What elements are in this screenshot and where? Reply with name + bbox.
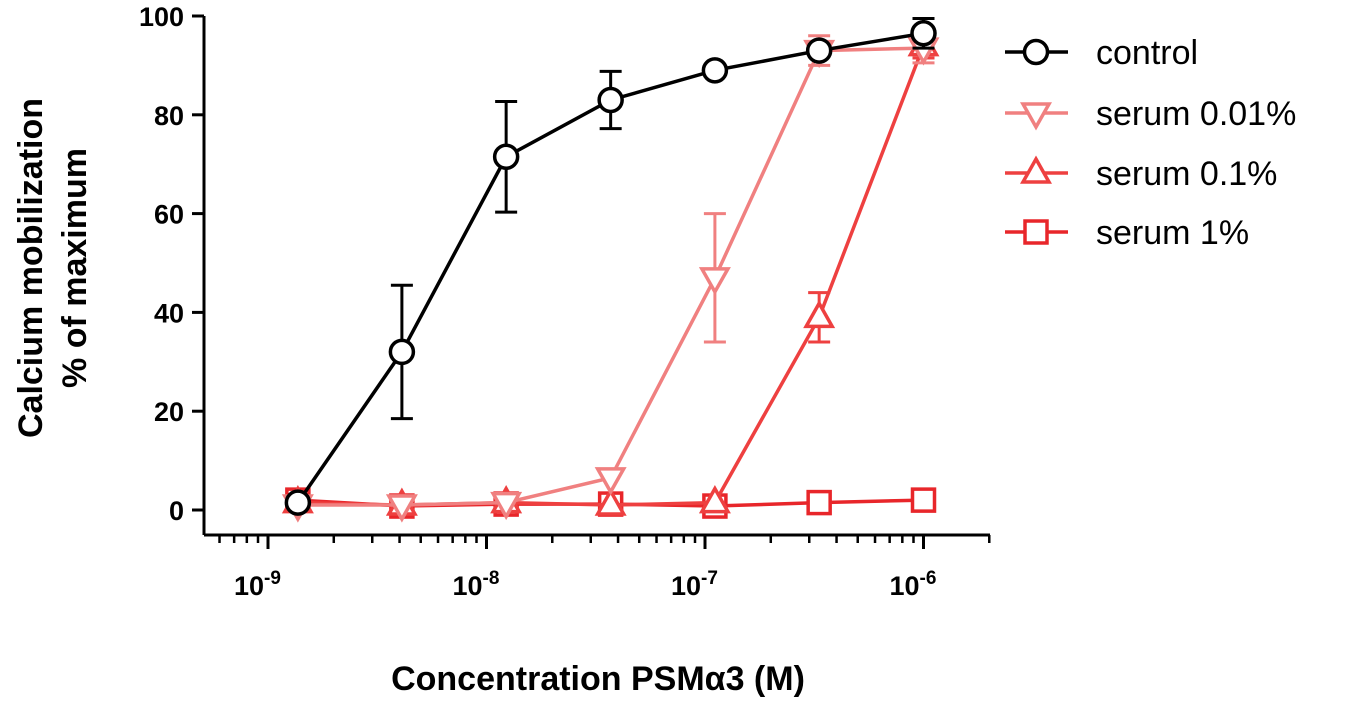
data-point — [701, 57, 729, 84]
y-tick-label: 100 — [139, 2, 184, 32]
data-point — [385, 494, 418, 523]
data-point — [597, 86, 624, 114]
y-tick-label: 40 — [154, 298, 184, 328]
legend-marker — [1022, 38, 1050, 66]
data-point — [492, 143, 520, 171]
x-axis-title: Concentration PSMα3 (M) — [391, 660, 805, 698]
data-point — [698, 485, 731, 514]
data-point — [803, 299, 836, 329]
legend-entry: control — [1005, 34, 1198, 72]
legend-entry: serum 1% — [1005, 214, 1249, 252]
y-tick-label: 60 — [154, 200, 184, 230]
legend-label: serum 0.1% — [1096, 155, 1277, 193]
data-point — [594, 487, 627, 516]
data-point — [806, 489, 832, 516]
series-layer — [281, 16, 940, 523]
legend-label: serum 1% — [1096, 214, 1249, 252]
x-tick-label: 10-6 — [890, 568, 937, 601]
series-control — [284, 16, 937, 516]
y-tick-label: 0 — [169, 496, 184, 526]
y-axis-title-line-1: Calcium mobilization — [12, 98, 50, 438]
legend-marker — [1020, 155, 1052, 184]
legend-marker — [1023, 219, 1049, 245]
legend-entry: serum 0.1% — [1005, 155, 1277, 193]
y-axis-title-line-2: % of maximum — [56, 148, 94, 388]
data-point — [910, 487, 937, 513]
legend: control serum 0.01% serum 0.1% serum 1% — [1005, 34, 1296, 252]
legend-entry: serum 0.01% — [1005, 95, 1296, 133]
axes: 0 20 40 60 80 100 10-9 10-8 10-7 10-6 — [139, 2, 991, 601]
y-tick-label: 80 — [154, 101, 184, 131]
legend-label: control — [1096, 34, 1198, 72]
data-point — [910, 20, 937, 47]
data-point — [594, 467, 627, 496]
data-point — [388, 338, 416, 366]
x-tick-label: 10-8 — [453, 568, 500, 601]
data-point — [284, 489, 312, 516]
data-point — [805, 37, 833, 64]
x-tick-label: 10-7 — [671, 568, 718, 601]
x-tick-label: 10-9 — [234, 568, 281, 601]
legend-label: serum 0.01% — [1096, 95, 1296, 133]
legend-marker — [1020, 102, 1052, 131]
y-tick-label: 20 — [154, 397, 184, 427]
data-point — [490, 491, 523, 521]
data-point — [698, 267, 731, 296]
